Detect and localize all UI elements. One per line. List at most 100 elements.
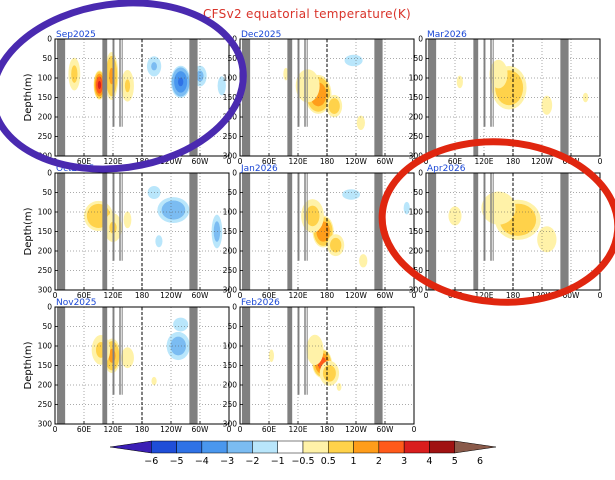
colorbar-swatch (176, 440, 203, 454)
land-strip-2 (121, 173, 123, 261)
colorbar-swatch (252, 440, 278, 454)
x-tick-label: 120E (103, 291, 122, 300)
contour-level-pos-0p5-blob-2 (123, 211, 132, 229)
colorbar-tick-label: 4 (426, 456, 432, 467)
colorbar-swatch (403, 440, 430, 454)
colorbar-tick-label: 3 (401, 456, 407, 467)
colorbar-end-left (109, 440, 152, 454)
land-strip-0 (483, 39, 486, 127)
contour-level-pos-0p5-blob-2 (306, 334, 324, 366)
colorbar-swatch (429, 440, 455, 454)
x-tick-label: 60E (448, 157, 463, 166)
contour-level-pos-0p5-blob-3 (537, 226, 557, 253)
x-tick-label: 180 (135, 425, 150, 434)
y-tick-label: 250 (223, 266, 238, 275)
y-tick-label: 200 (38, 113, 53, 122)
figure-title: CFSv2 equatorial temperature(K) (203, 7, 411, 21)
land-mask-2 (560, 39, 569, 156)
contour-level-neg-3-blob-4 (178, 77, 184, 87)
y-tick-label: 300 (223, 286, 238, 295)
y-tick-label: 250 (38, 266, 53, 275)
colorbar-tick-label: 2 (376, 456, 382, 467)
colorbar-swatch (302, 440, 329, 454)
contour-level-pos-0p5-blob-3 (268, 349, 275, 363)
x-tick-label: 60E (262, 157, 277, 166)
contour-level-neg-0p5-blob-5 (155, 235, 163, 248)
anomaly-field (268, 334, 342, 391)
y-tick-label: 100 (409, 208, 424, 217)
y-tick-label: 150 (38, 227, 53, 236)
y-tick-label: 200 (38, 247, 53, 256)
land-mask-1 (102, 39, 108, 156)
x-tick-label: 120E (474, 291, 493, 300)
contour-level-pos-0p5-blob-3 (359, 254, 368, 268)
colorbar-tick-label: 1 (351, 456, 357, 467)
x-tick-label: 0 (238, 157, 243, 166)
x-tick-label: 0 (53, 291, 58, 300)
x-tick-label: 60W (377, 291, 395, 300)
land-mask-1 (473, 39, 479, 156)
colorbar-end-right (454, 440, 497, 454)
x-tick-label: 120W (160, 291, 182, 300)
panel-title: Feb2026 (241, 298, 280, 308)
contour-level-pos-1-blob-1 (330, 237, 342, 253)
y-tick-label: 100 (223, 208, 238, 217)
x-tick-label: 0 (412, 291, 417, 300)
y-tick-label: 150 (409, 227, 424, 236)
x-tick-label: 0 (424, 291, 429, 300)
land-mask-0 (56, 173, 66, 290)
anomaly-field (283, 54, 365, 131)
land-strip-2 (306, 39, 308, 127)
x-tick-label: 120E (103, 425, 122, 434)
colorbar: −6 −5 −4 −3 −2 −1 −0.5 0.5 1 2 3 4 5 6 (109, 440, 497, 467)
y-tick-label: 150 (38, 361, 53, 370)
y-tick-label: 0 (47, 35, 52, 44)
contour-level-neg-0p5-blob-4 (344, 54, 363, 67)
land-strip-2 (121, 307, 123, 395)
land-mask-2 (374, 307, 383, 424)
contour-level-pos-1-blob-2 (124, 79, 131, 93)
y-tick-label: 50 (42, 188, 52, 197)
y-tick-label: 150 (223, 93, 238, 102)
colorbar-tick-label: −3 (220, 456, 234, 467)
land-mask-1 (102, 173, 108, 290)
contour-level-neg-1-blob-6 (213, 221, 221, 242)
land-strip-0 (297, 39, 300, 127)
x-tick-label: 120E (474, 157, 493, 166)
x-tick-label: 60W (192, 291, 210, 300)
land-strip-2 (492, 173, 494, 261)
x-tick-label: 120W (160, 425, 182, 434)
contour-level-neg-1-blob-5 (151, 62, 157, 71)
x-tick-label: 0 (227, 425, 232, 434)
y-tick-label: 300 (409, 286, 424, 295)
x-tick-label: 60E (77, 291, 92, 300)
y-tick-label: 50 (227, 54, 237, 63)
land-mask-1 (287, 307, 293, 424)
x-tick-label: 120W (160, 157, 182, 166)
y-tick-label: 0 (232, 35, 237, 44)
land-mask-1 (287, 173, 293, 290)
y-tick-label: 250 (38, 400, 53, 409)
y-tick-label: 200 (223, 247, 238, 256)
land-strip-2 (121, 39, 123, 127)
x-tick-label: 120W (345, 157, 367, 166)
land-strip-1 (119, 173, 121, 261)
land-strip-0 (112, 39, 115, 127)
y-tick-label: 50 (413, 188, 423, 197)
land-mask-0 (56, 39, 66, 156)
annotation-circle-red (378, 138, 615, 306)
contour-level-pos-0p5-blob-3 (356, 115, 365, 131)
y-tick-label: 0 (47, 303, 52, 312)
x-tick-label: 0 (227, 157, 232, 166)
land-strip-1 (490, 39, 492, 127)
land-strip-1 (304, 307, 306, 395)
contour-level-pos-0p5-blob-3 (541, 95, 553, 115)
y-tick-label: 100 (223, 342, 238, 351)
y-tick-label: 150 (38, 93, 53, 102)
x-tick-label: 180 (320, 157, 335, 166)
y-tick-label: 250 (38, 132, 53, 141)
colorbar-swatch (328, 440, 354, 454)
land-mask-0 (56, 307, 66, 424)
x-tick-label: 180 (135, 291, 150, 300)
land-mask-1 (102, 307, 108, 424)
